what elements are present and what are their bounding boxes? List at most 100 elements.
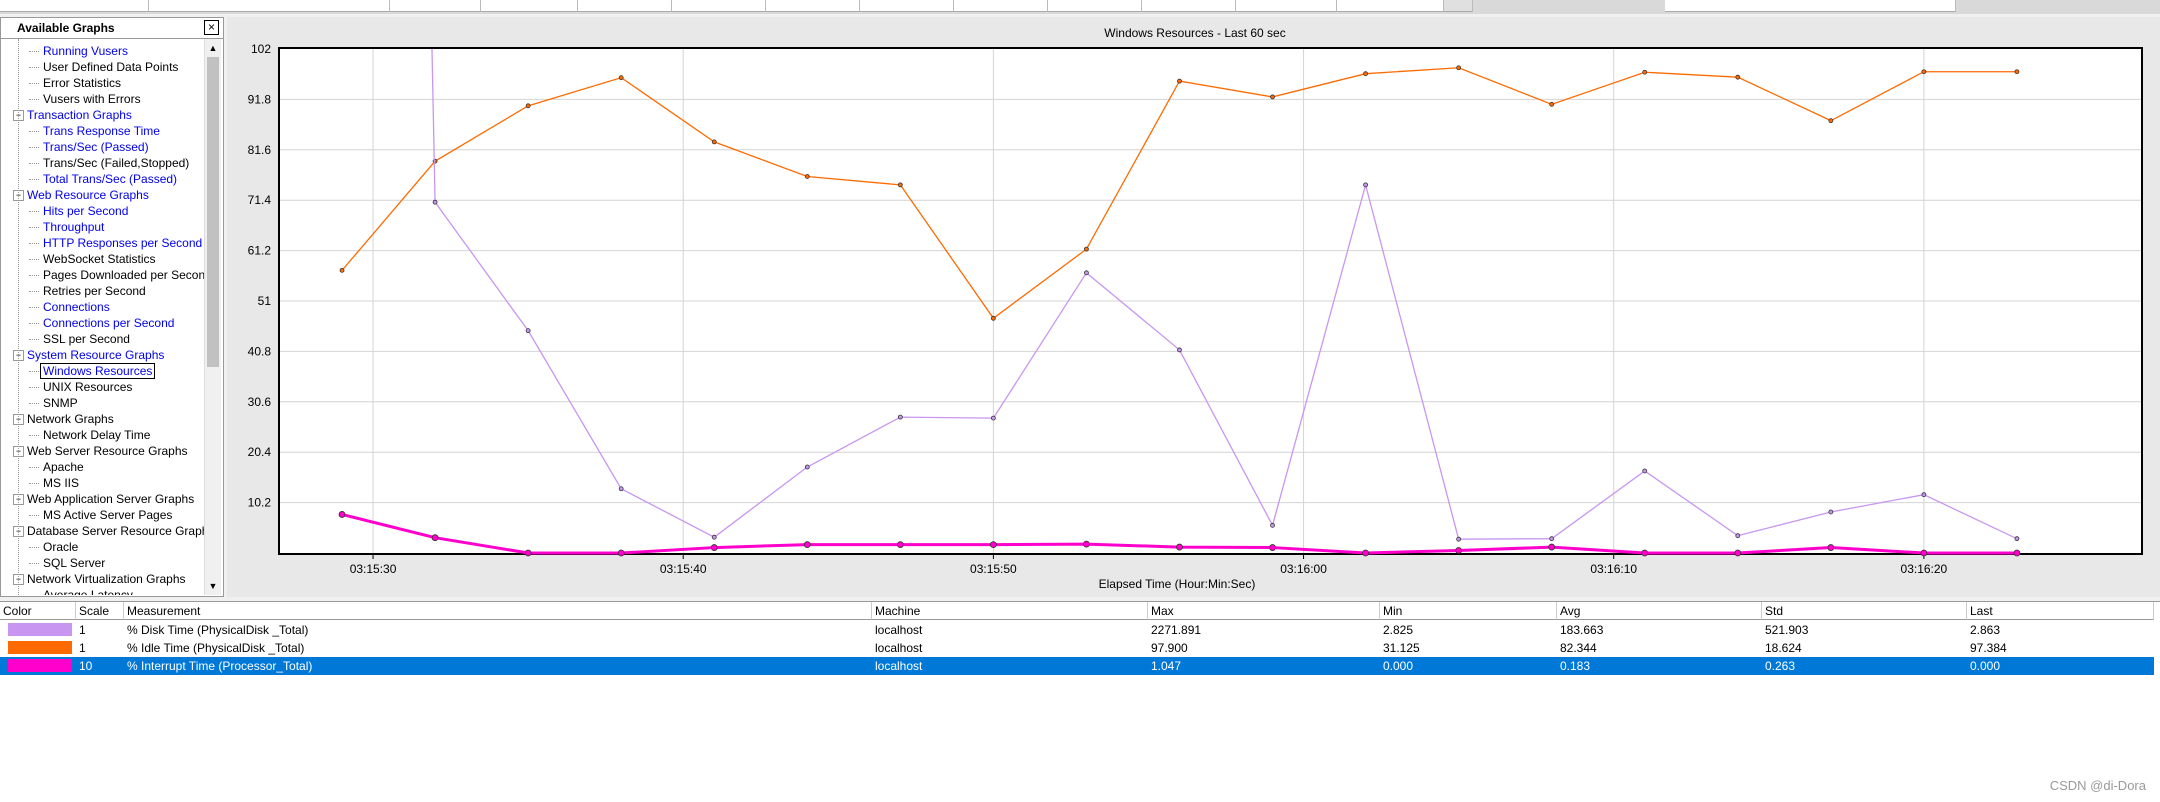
data-point[interactable] bbox=[339, 267, 345, 273]
data-point[interactable] bbox=[1083, 540, 1090, 548]
data-point[interactable] bbox=[1921, 492, 1927, 498]
toolbar-field[interactable] bbox=[0, 0, 149, 12]
data-point[interactable] bbox=[1270, 94, 1275, 100]
series-color-swatch[interactable] bbox=[8, 659, 72, 672]
data-point[interactable] bbox=[338, 511, 346, 518]
data-point[interactable] bbox=[1549, 536, 1555, 542]
data-point[interactable] bbox=[1177, 347, 1182, 353]
tree-item-sql-server[interactable]: SQL Server bbox=[43, 556, 106, 570]
data-point[interactable] bbox=[524, 549, 532, 557]
legend-row[interactable]: 1 % Idle Time (PhysicalDisk _Total) localh… bbox=[0, 639, 2154, 657]
data-point[interactable] bbox=[711, 534, 717, 540]
legend-header-std[interactable]: Std bbox=[1762, 602, 1967, 620]
series-disk-time-physicaldisk-total[interactable] bbox=[431, 48, 2020, 542]
data-point[interactable] bbox=[618, 75, 624, 81]
data-point[interactable] bbox=[1641, 549, 1649, 557]
tree-item-websocket-statistics[interactable]: WebSocket Statistics bbox=[43, 252, 156, 266]
toolbar-field[interactable] bbox=[766, 0, 860, 12]
data-point[interactable] bbox=[1827, 544, 1835, 551]
tree-item-throughput[interactable]: Throughput bbox=[43, 220, 105, 234]
tree-item-connections-per-second[interactable]: Connections per Second bbox=[43, 316, 175, 330]
data-point[interactable] bbox=[1084, 246, 1089, 252]
data-point[interactable] bbox=[711, 139, 717, 145]
data-point[interactable] bbox=[617, 549, 625, 557]
toolbar-field[interactable] bbox=[390, 0, 481, 12]
data-point[interactable] bbox=[1084, 270, 1089, 276]
tree-item-network-graphs[interactable]: Network Graphs bbox=[27, 412, 114, 426]
scroll-up-icon[interactable]: ▲ bbox=[208, 43, 218, 53]
legend-header-min[interactable]: Min bbox=[1380, 602, 1557, 620]
toolbar-field[interactable] bbox=[954, 0, 1048, 12]
tree-item-apache[interactable]: Apache bbox=[43, 460, 84, 474]
data-point[interactable] bbox=[1363, 182, 1368, 188]
series-idle-time-physicaldisk-total[interactable] bbox=[339, 65, 2020, 321]
data-point[interactable] bbox=[1920, 549, 1928, 557]
series-color-swatch[interactable] bbox=[8, 641, 72, 654]
tree-item-pages-downloaded-per-second[interactable]: Pages Downloaded per Second bbox=[43, 268, 204, 282]
tree-item-transaction-graphs[interactable]: Transaction Graphs bbox=[27, 108, 132, 122]
tree-item-snmp[interactable]: SNMP bbox=[43, 396, 78, 410]
tree-item-system-resource-graphs[interactable]: System Resource Graphs bbox=[27, 348, 165, 362]
tree-item-http-responses-per-second[interactable]: HTTP Responses per Second bbox=[43, 236, 203, 250]
data-point[interactable] bbox=[990, 315, 996, 321]
tree-item-retries-per-second[interactable]: Retries per Second bbox=[43, 284, 146, 298]
toolbar-field[interactable] bbox=[1142, 0, 1236, 12]
data-point[interactable] bbox=[2014, 69, 2020, 75]
tree-item-ssl-per-second[interactable]: SSL per Second bbox=[43, 332, 130, 346]
scroll-down-icon[interactable]: ▼ bbox=[208, 581, 218, 591]
data-point[interactable] bbox=[1177, 78, 1182, 84]
data-point[interactable] bbox=[1734, 549, 1742, 557]
legend-header-last[interactable]: Last bbox=[1967, 602, 2154, 620]
tree-item-web-resource-graphs[interactable]: Web Resource Graphs bbox=[27, 188, 149, 202]
toolbar-field[interactable] bbox=[860, 0, 954, 12]
close-icon[interactable]: × bbox=[204, 20, 219, 35]
data-point[interactable] bbox=[1549, 101, 1555, 107]
data-point[interactable] bbox=[1456, 65, 1462, 71]
tree-item-average-latency[interactable]: Average Latency bbox=[43, 588, 133, 595]
toolbar-field[interactable] bbox=[1444, 0, 1473, 12]
data-point[interactable] bbox=[1362, 549, 1369, 557]
tree-item-web-application-server-graphs[interactable]: Web Application Server Graphs bbox=[27, 492, 195, 506]
tree-item-oracle[interactable]: Oracle bbox=[43, 540, 79, 554]
data-point[interactable] bbox=[1735, 533, 1741, 539]
data-point[interactable] bbox=[1642, 468, 1648, 474]
toolbar-field[interactable] bbox=[481, 0, 578, 12]
data-point[interactable] bbox=[1921, 69, 1927, 75]
data-point[interactable] bbox=[1270, 522, 1275, 528]
data-point[interactable] bbox=[2013, 549, 2021, 557]
legend-header-avg[interactable]: Avg bbox=[1557, 602, 1762, 620]
tree-item-unix-resources[interactable]: UNIX Resources bbox=[43, 380, 133, 394]
legend-header-max[interactable]: Max bbox=[1148, 602, 1380, 620]
tree-item-user-defined-data-points[interactable]: User Defined Data Points bbox=[43, 60, 179, 74]
tree-item-trans-sec-passed[interactable]: Trans/Sec (Passed) bbox=[43, 140, 149, 154]
toolbar-field[interactable] bbox=[578, 0, 672, 12]
tree-item-trans-sec-failed-stopped[interactable]: Trans/Sec (Failed,Stopped) bbox=[43, 156, 190, 170]
toolbar-field[interactable] bbox=[1665, 0, 1956, 12]
toolbar-field[interactable] bbox=[149, 0, 390, 12]
data-point[interactable] bbox=[803, 541, 811, 548]
scroll-thumb[interactable] bbox=[207, 57, 219, 367]
data-point[interactable] bbox=[2014, 536, 2020, 542]
data-point[interactable] bbox=[990, 415, 996, 421]
data-point[interactable] bbox=[525, 328, 531, 334]
legend-header-machine[interactable]: Machine bbox=[872, 602, 1148, 620]
tree-scrollbar[interactable]: ▲ ▼ bbox=[204, 39, 221, 595]
data-point[interactable] bbox=[525, 103, 531, 109]
tree-item-hits-per-second[interactable]: Hits per Second bbox=[43, 204, 129, 218]
data-point[interactable] bbox=[1456, 536, 1462, 542]
data-point[interactable] bbox=[1455, 547, 1463, 554]
data-point[interactable] bbox=[618, 486, 624, 492]
data-point[interactable] bbox=[1269, 544, 1276, 551]
toolbar-field[interactable] bbox=[1048, 0, 1142, 12]
data-point[interactable] bbox=[804, 464, 810, 470]
tree-item-network-virtualization-graphs[interactable]: Network Virtualization Graphs bbox=[27, 572, 186, 586]
legend-row[interactable]: 1 % Disk Time (PhysicalDisk _Total) localh… bbox=[0, 621, 2154, 639]
data-point[interactable] bbox=[1828, 509, 1834, 515]
tree-item-network-delay-time[interactable]: Network Delay Time bbox=[43, 428, 151, 442]
tree-item-ms-active-server-pages[interactable]: MS Active Server Pages bbox=[43, 508, 173, 522]
data-point[interactable] bbox=[897, 414, 903, 420]
tree-item-windows-resources[interactable]: Windows Resources bbox=[40, 363, 156, 379]
data-point[interactable] bbox=[1363, 71, 1368, 77]
series-interrupt-time-processor-total[interactable] bbox=[338, 511, 2021, 557]
data-point[interactable] bbox=[710, 544, 718, 551]
